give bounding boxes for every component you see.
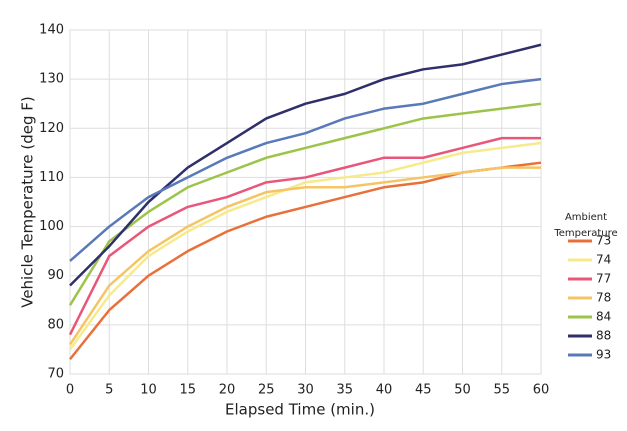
y-tick-label: 130 [39, 72, 64, 87]
series-line [69, 77, 542, 262]
legend-label: 77 [596, 272, 611, 286]
x-tick-label: 25 [258, 383, 275, 398]
legend-label: 88 [596, 329, 611, 343]
legend-title: Ambient Temperature [554, 212, 618, 239]
y-axis-label: Vehicle Temperature (deg F) [19, 96, 37, 308]
x-tick-label: 60 [533, 383, 550, 398]
x-tick-label: 30 [297, 383, 314, 398]
series-line [68, 102, 542, 306]
x-tick-label: 35 [336, 383, 353, 398]
y-tick-label: 90 [47, 268, 64, 283]
x-tick-label: 5 [105, 383, 113, 398]
x-tick-label: 50 [454, 383, 471, 398]
y-tick-label: 70 [47, 367, 64, 382]
x-axis-label: Elapsed Time (min.) [225, 401, 375, 419]
y-tick-label: 120 [39, 121, 64, 136]
legend-title-box: Ambient Temperature [554, 212, 618, 239]
series-line [69, 43, 542, 287]
x-tick-label: 20 [219, 383, 236, 398]
legend-label: 84 [596, 310, 611, 324]
legend-label: 73 [596, 234, 611, 248]
x-tick-label: 10 [140, 383, 157, 398]
x-tick-label: 15 [179, 383, 196, 398]
y-tick-label: 110 [39, 170, 64, 185]
y-tick-label: 100 [39, 219, 64, 234]
x-tick-label: 55 [493, 383, 510, 398]
series-line [68, 141, 542, 351]
x-tick-label: 45 [415, 383, 432, 398]
y-tick-label: 140 [39, 23, 64, 38]
series-line [68, 166, 541, 346]
legend-label: 93 [596, 348, 611, 362]
x-tick-label: 0 [66, 383, 74, 398]
legend-label: 78 [596, 291, 611, 305]
legend-label: 74 [596, 253, 611, 267]
x-tick-label: 40 [376, 383, 393, 398]
series-line [68, 136, 541, 336]
y-tick-label: 80 [47, 317, 64, 332]
